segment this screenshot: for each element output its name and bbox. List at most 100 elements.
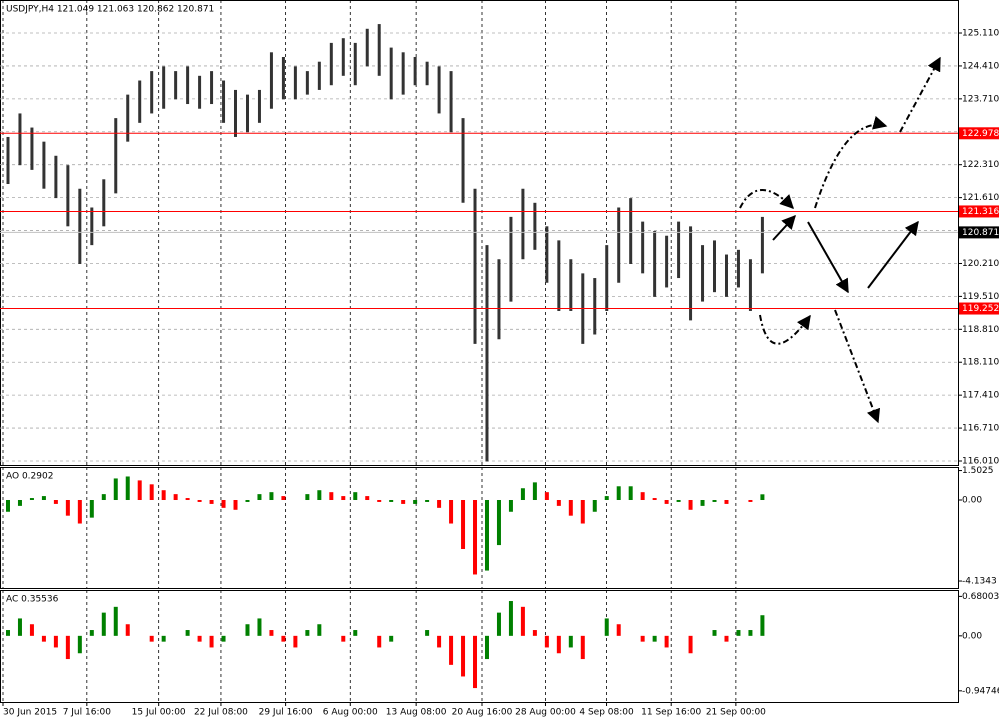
osc-bar [197,500,202,502]
osc-bar [389,500,394,502]
x-tick-label: 22 Jul 08:00 [194,708,248,718]
osc-bar [616,486,621,501]
osc-bar [269,492,274,501]
osc-bar [556,635,561,654]
osc-bar [137,480,142,501]
osc-bar [17,500,22,506]
panel-frame [0,0,959,466]
osc-bar [53,635,58,648]
osc-bar [712,500,717,502]
osc-bar [604,496,609,501]
osc-bar [269,630,274,636]
osc-bar [736,630,741,636]
osc-bar [149,484,154,501]
osc-bar [700,500,705,506]
osc-bar [257,618,262,636]
osc-bar [41,635,46,642]
osc-bar [724,500,729,504]
osc-bar [664,635,669,648]
osc-bar [652,635,657,642]
osc-bar [365,496,370,501]
osc-bar [580,500,585,524]
forecast-arrow [814,115,888,209]
osc-bar [245,500,250,502]
x-tick-label: 6 Aug 00:00 [323,708,378,718]
y-tick-label: -0.94746 [962,686,999,696]
osc-bar [377,635,382,648]
x-tick-label: 15 Jul 00:00 [132,708,186,718]
osc-bar [496,612,501,636]
osc-bar [101,494,106,501]
osc-bar [77,500,82,524]
osc-bar [664,500,669,504]
osc-bar [341,496,346,501]
x-tick-label: 13 Aug 08:00 [386,708,447,718]
forecast-arrow [899,56,941,133]
x-tick-label: 21 Sep 00:00 [706,708,766,718]
panel-title: AO 0.2902 [6,472,53,482]
osc-bar [389,635,394,642]
osc-bar [544,492,549,501]
x-tick-label: 30 Jun 2015 [3,708,57,718]
forecast-arrow [772,214,796,241]
osc-bar [640,635,645,642]
level-label-bg [959,302,999,315]
y-tick-label: 125.110 [962,29,999,39]
osc-bar [520,606,525,636]
osc-bar [748,500,753,502]
osc-bar [305,630,310,636]
osc-bar [5,500,10,512]
osc-bar [652,498,657,501]
osc-bar [473,500,478,575]
panel-title: AC 0.35536 [6,595,59,605]
panel-frame [0,467,959,589]
osc-bar [532,482,537,501]
osc-bar [77,635,82,654]
osc-bar [125,624,130,636]
panel-title: USDJPY,H4 121.049 121.063 120.862 120.87… [6,5,214,15]
osc-bar [580,635,585,660]
current-price-label: 120.871 [962,228,999,238]
osc-bar [209,500,214,504]
osc-bar [65,635,70,660]
osc-bar [473,635,478,689]
osc-bar [185,630,190,636]
osc-bar [760,615,765,636]
y-tick-label: 122.310 [962,160,999,170]
y-tick-label: 118.810 [962,325,999,335]
osc-bar [556,500,561,506]
osc-bar [233,500,238,510]
y-tick-label: 116.710 [962,424,999,434]
osc-bar [712,630,717,636]
osc-bar [161,490,166,501]
osc-bar [724,635,729,642]
forecast-arrow [739,189,794,210]
osc-bar [496,500,501,546]
osc-bar [89,500,94,518]
osc-bar [461,635,466,677]
osc-bar [640,492,645,501]
osc-bar [293,635,298,648]
osc-bar [281,496,286,501]
y-tick-label: 0.00 [962,496,982,506]
osc-bar [113,606,118,636]
osc-bar [461,500,466,549]
osc-bar [29,624,34,636]
level-label: 121.316 [962,207,999,217]
osc-bar [413,500,418,504]
panel-frame [0,590,959,703]
x-tick-label: 29 Jul 16:00 [259,708,313,718]
osc-bar [568,500,573,516]
osc-bar [449,500,454,524]
osc-bar [125,476,130,501]
osc-bar [508,500,513,512]
osc-bar [17,618,22,636]
x-tick-label: 7 Jul 16:00 [63,708,112,718]
osc-bar [568,635,573,648]
osc-bar [628,486,633,501]
y-tick-label: 116.010 [962,457,999,467]
osc-bar [317,490,322,501]
osc-bar [544,635,549,648]
